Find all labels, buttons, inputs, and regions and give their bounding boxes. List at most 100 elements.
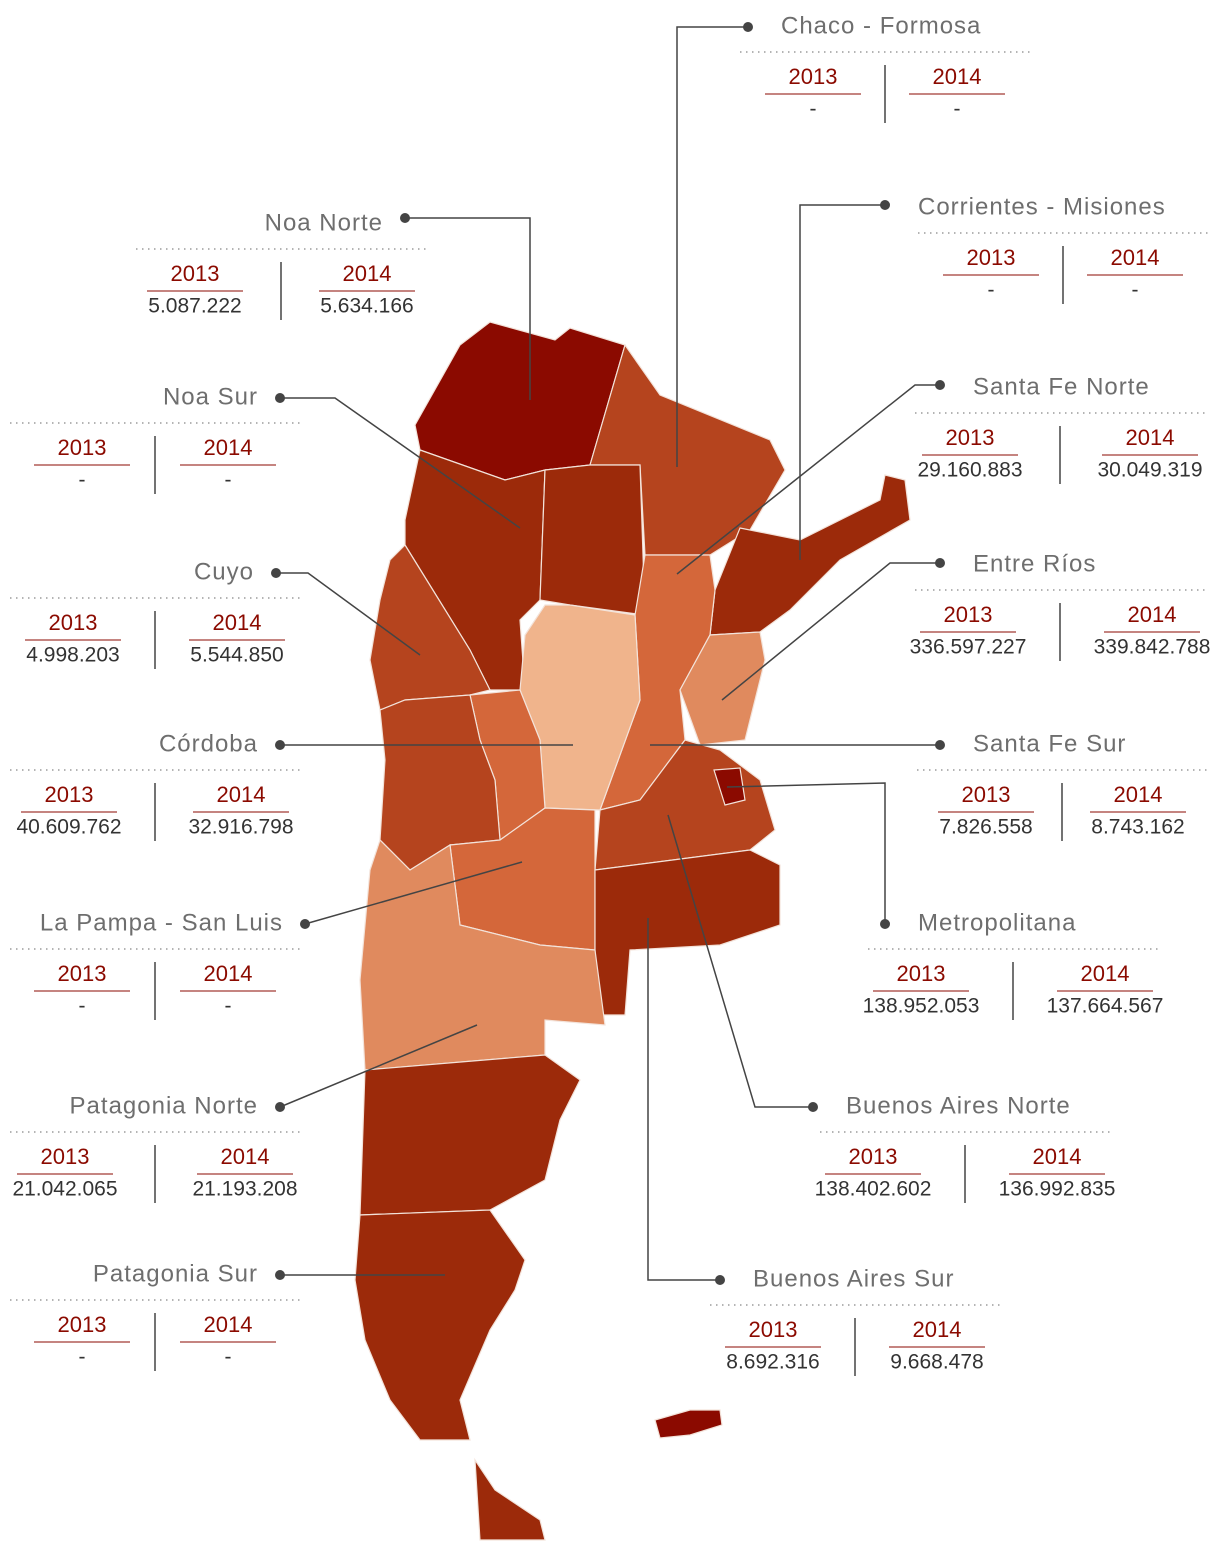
region-value: - — [79, 1346, 86, 1369]
region-value: - — [954, 98, 961, 121]
region-value: - — [225, 469, 232, 492]
region-name: Buenos Aires Sur — [753, 1265, 954, 1292]
region-value: 5.544.850 — [190, 644, 283, 667]
region-shape — [359, 838, 606, 1071]
region-name: Corrientes - Misiones — [918, 193, 1166, 220]
region-shape — [359, 1054, 581, 1216]
region-name: Noa Sur — [163, 383, 258, 410]
region-name: La Pampa - San Luis — [40, 909, 283, 936]
year-label: 2014 — [913, 1317, 962, 1342]
region-value: 40.609.762 — [16, 816, 121, 839]
leader-dot — [275, 393, 285, 403]
leader-line — [405, 217, 531, 400]
region-name: Santa Fe Sur — [973, 730, 1126, 757]
region-name: Noa Norte — [265, 209, 383, 236]
year-label: 2014 — [213, 610, 262, 635]
year-label: 2014 — [1111, 245, 1160, 270]
year-label: 2013 — [749, 1317, 798, 1342]
region-value: 21.042.065 — [12, 1178, 117, 1201]
region-value: 8.743.162 — [1091, 816, 1184, 839]
year-label: 2014 — [217, 782, 266, 807]
region-name: Entre Ríos — [973, 550, 1096, 577]
year-label: 2013 — [944, 602, 993, 627]
region-value: 30.049.319 — [1097, 459, 1202, 482]
year-label: 2014 — [204, 961, 253, 986]
leader-line — [726, 782, 886, 924]
region-value: 7.826.558 — [939, 816, 1032, 839]
year-label: 2014 — [1128, 602, 1177, 627]
region-value: 4.998.203 — [26, 644, 119, 667]
year-label: 2014 — [343, 261, 392, 286]
leader-line — [276, 572, 421, 656]
region-value: 21.193.208 — [192, 1178, 297, 1201]
year-label: 2013 — [58, 435, 107, 460]
region-name: Metropolitana — [918, 909, 1076, 936]
year-label: 2014 — [933, 64, 982, 89]
year-label: 2014 — [204, 435, 253, 460]
year-label: 2013 — [946, 425, 995, 450]
year-label: 2013 — [45, 782, 94, 807]
region-value: 5.087.222 — [148, 295, 241, 318]
leader-dot — [275, 740, 285, 750]
leader-dot — [300, 919, 310, 929]
leader-line — [667, 814, 813, 1108]
leader-line — [304, 861, 523, 925]
leader-line — [279, 1024, 478, 1108]
year-label: 2013 — [962, 782, 1011, 807]
year-label: 2013 — [967, 245, 1016, 270]
leader-dot — [808, 1102, 818, 1112]
region-name: Córdoba — [159, 730, 258, 757]
island-shape — [654, 1409, 723, 1439]
region-name: Buenos Aires Norte — [846, 1092, 1071, 1119]
leader-line — [280, 397, 521, 529]
leader-dot — [715, 1275, 725, 1285]
leader-line — [721, 562, 940, 701]
region-shape — [354, 1209, 526, 1441]
region-value: 5.634.166 — [320, 295, 413, 318]
region-value: - — [225, 995, 232, 1018]
region-shape — [594, 849, 781, 1016]
region-shape — [539, 464, 646, 616]
region-value: 32.916.798 — [188, 816, 293, 839]
region-name: Patagonia Norte — [70, 1092, 258, 1119]
year-label: 2013 — [49, 610, 98, 635]
leader-dot — [880, 200, 890, 210]
year-label: 2014 — [204, 1312, 253, 1337]
region-value: 138.952.053 — [863, 995, 980, 1018]
leader-dot — [743, 22, 753, 32]
region-value: 336.597.227 — [910, 636, 1027, 659]
year-label: 2014 — [221, 1144, 270, 1169]
region-value: - — [225, 1346, 232, 1369]
region-name: Chaco - Formosa — [781, 12, 981, 39]
year-label: 2013 — [849, 1144, 898, 1169]
region-name: Santa Fe Norte — [973, 373, 1150, 400]
region-value: 137.664.567 — [1047, 995, 1164, 1018]
year-label: 2013 — [58, 961, 107, 986]
region-value: - — [810, 98, 817, 121]
region-value: - — [988, 279, 995, 302]
region-value: 9.668.478 — [890, 1351, 983, 1374]
region-shape — [679, 631, 766, 746]
leader-dot — [275, 1102, 285, 1112]
region-value: 8.692.316 — [726, 1351, 819, 1374]
region-value: 136.992.835 — [999, 1178, 1116, 1201]
leader-dot — [935, 558, 945, 568]
year-label: 2013 — [171, 261, 220, 286]
leader-dot — [935, 740, 945, 750]
region-labels: Chaco - Formosa 2013 - 2014 - Noa Norte 2013 5.… — [10, 12, 1210, 1376]
year-label: 2014 — [1126, 425, 1175, 450]
year-label: 2014 — [1081, 961, 1130, 986]
leader-line — [647, 918, 720, 1281]
region-value: - — [1132, 279, 1139, 302]
leader-dot — [935, 380, 945, 390]
region-name: Cuyo — [194, 558, 254, 585]
region-value: 138.402.602 — [815, 1178, 932, 1201]
leader-dot — [275, 1270, 285, 1280]
leader-dot — [880, 919, 890, 929]
region-name: Patagonia Sur — [93, 1260, 258, 1287]
argentina-map — [354, 321, 911, 1541]
year-label: 2013 — [789, 64, 838, 89]
year-label: 2014 — [1114, 782, 1163, 807]
leader-dot — [271, 568, 281, 578]
